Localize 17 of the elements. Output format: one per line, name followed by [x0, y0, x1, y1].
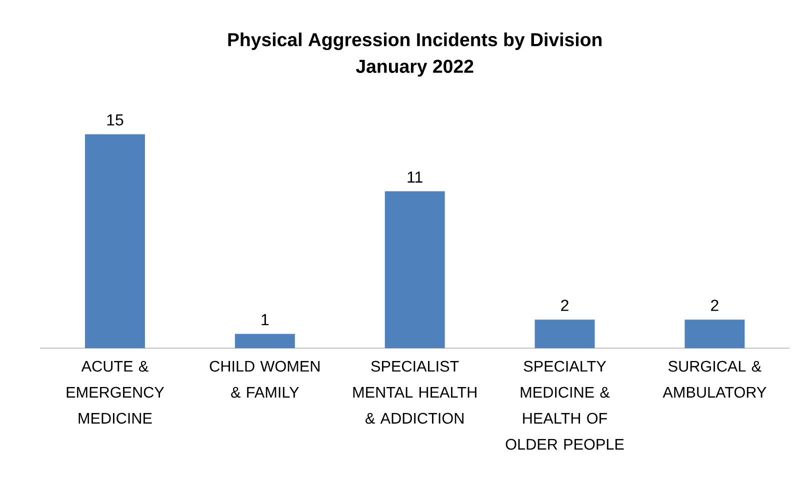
data-label: 15 [107, 114, 124, 126]
data-label: 11 [408, 171, 422, 182]
bar [234, 334, 295, 348]
chart-title: Physical Aggression Incidents by Division [228, 32, 602, 50]
x-tick-label: SURGICAL & AMBULATORY [662, 360, 766, 398]
bar [684, 320, 745, 348]
x-tick-label: ACUTE & EMERGENCY MEDICINE [66, 360, 164, 424]
bar [384, 191, 445, 348]
x-tick-label: SPECIALIST MENTAL HEALTH & ADDICTION [353, 360, 476, 424]
data-label: 1 [262, 314, 269, 326]
bar [84, 134, 145, 348]
x-tick-label: SPECIALTY MEDICINE & HEALTH OF OLDER PEOPLE [506, 360, 624, 450]
chart-subtitle: January 2022 [356, 60, 474, 77]
data-label: 2 [711, 300, 718, 311]
bar [534, 320, 595, 348]
data-label: 2 [561, 300, 568, 311]
x-tick-label: CHILD WOMEN & FAMILY [210, 360, 320, 398]
